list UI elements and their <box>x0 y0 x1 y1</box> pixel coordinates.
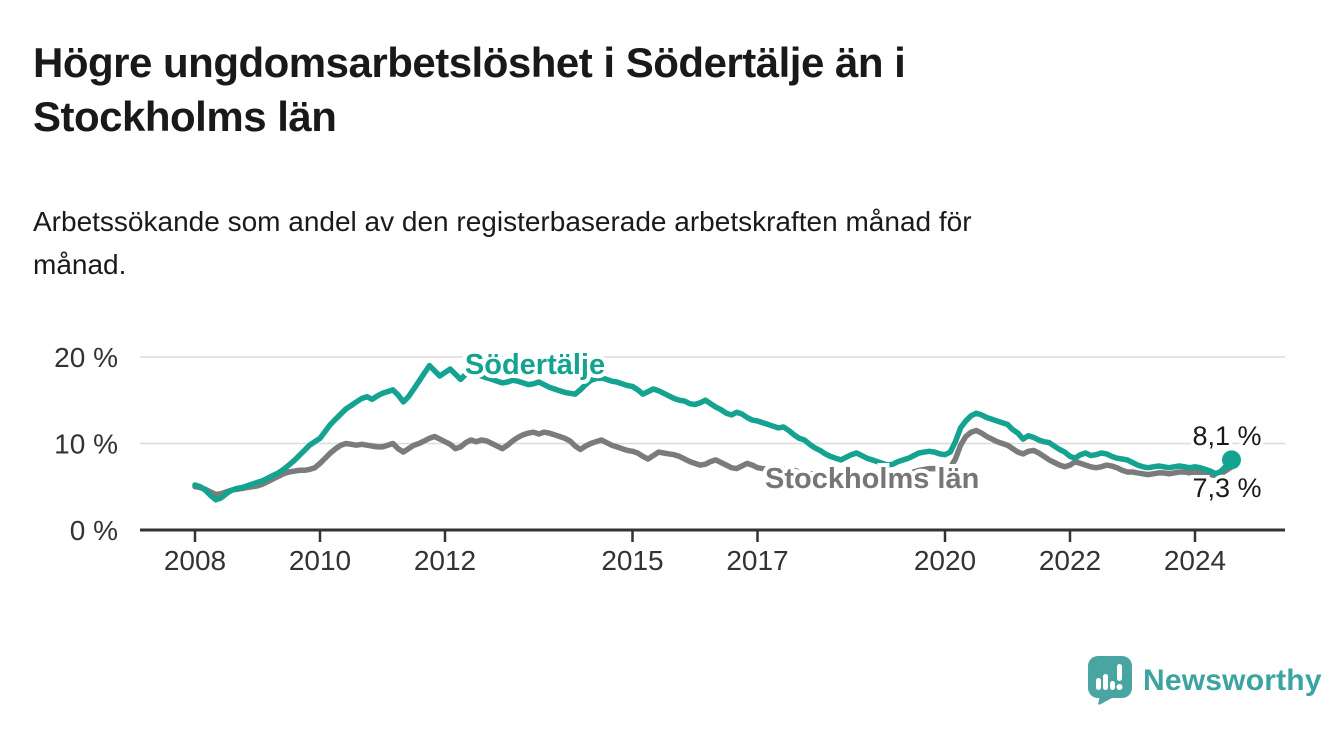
newsworthy-logo-icon <box>1088 656 1132 705</box>
x-tick-label: 2010 <box>289 545 351 576</box>
latest-value-dot <box>1222 450 1241 470</box>
chart-title-line1: Högre ungdomsarbetslöshet i Södertälje ä… <box>33 39 906 86</box>
chart-title-line2: Stockholms län <box>33 93 337 140</box>
x-tick-label: 2024 <box>1164 545 1226 576</box>
x-tick-label: 2012 <box>414 545 476 576</box>
y-tick-label: 20 % <box>54 342 118 373</box>
x-tick-label: 2015 <box>601 545 663 576</box>
x-tick-label: 2008 <box>164 545 226 576</box>
chart-labels: 0 % 10 % 20 % 2008 2010 2012 2015 2017 2020 2022 2… <box>54 342 1265 576</box>
end-value-label-sodertalje: 8,1 % <box>1192 421 1261 451</box>
x-tick-label: 2020 <box>914 545 976 576</box>
gridlines <box>140 356 1285 445</box>
chart-subtitle-line1: Arbetssökande som andel av den registerb… <box>33 206 972 237</box>
chart-subtitle-line2: månad. <box>33 249 127 280</box>
y-tick-label: 0 % <box>70 515 118 546</box>
series-label-sodertalje: Södertälje <box>465 349 605 381</box>
speech-bubble-shape <box>1088 656 1132 705</box>
x-axis <box>140 528 1285 542</box>
series-line-sodertalje <box>192 362 1235 503</box>
brand-name: Newsworthy <box>1143 663 1322 697</box>
series-label-stockholms-lan: Stockholms län <box>765 463 979 495</box>
bar-chart-glyph <box>1096 664 1123 690</box>
end-value-label-stockholms-lan: 7,3 % <box>1192 473 1261 503</box>
chart-title: Högre ungdomsarbetslöshet i Södertälje ä… <box>33 36 906 144</box>
series-lines <box>192 362 1241 503</box>
series-line-stockholms-lan <box>192 427 1235 498</box>
x-tick-label: 2017 <box>726 545 788 576</box>
chart-subtitle: Arbetssökande som andel av den registerb… <box>33 200 972 286</box>
y-tick-label: 10 % <box>54 428 118 459</box>
x-tick-label: 2022 <box>1039 545 1101 576</box>
brand-footer: Newsworthy <box>1088 656 1322 705</box>
line-chart: 0 % 10 % 20 % 2008 2010 2012 2015 2017 2020 2022 2… <box>54 342 1285 576</box>
